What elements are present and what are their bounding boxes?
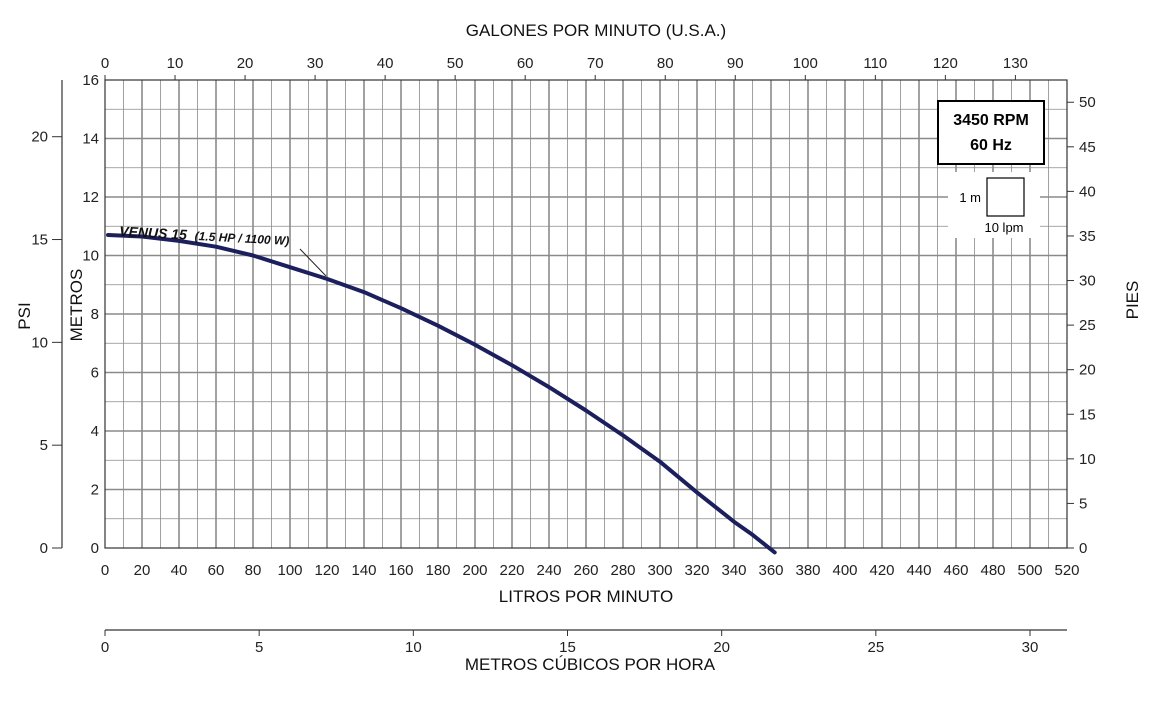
- grid: [105, 80, 1067, 548]
- tick-label-meters: 12: [82, 189, 99, 206]
- scale-width-label: 10 lpm: [984, 220, 1023, 235]
- tick-label-meters: 2: [91, 482, 99, 499]
- tick-label-gpm: 40: [377, 55, 394, 72]
- tick-label-m3h: 10: [405, 639, 422, 656]
- tick-label-gpm: 130: [1003, 55, 1028, 72]
- tick-label-gpm: 110: [863, 55, 887, 72]
- tick-label-lpm: 420: [869, 562, 894, 579]
- tick-label-lpm: 440: [906, 562, 931, 579]
- rpm-label: 3450 RPM: [953, 112, 1029, 129]
- tick-label-gpm: 60: [517, 55, 534, 72]
- tick-label-lpm: 60: [208, 562, 225, 579]
- tick-label-gpm: 80: [657, 55, 674, 72]
- tick-label-psi: 0: [40, 540, 48, 557]
- tick-label-meters: 10: [82, 248, 99, 265]
- tick-label-lpm: 480: [980, 562, 1005, 579]
- tick-label-lpm: 400: [832, 562, 857, 579]
- tick-label-feet: 50: [1079, 94, 1096, 111]
- feet-axis-title: PIES: [1123, 281, 1142, 320]
- tick-label-lpm: 460: [943, 562, 968, 579]
- tick-label-gpm: 120: [933, 55, 958, 72]
- tick-label-psi: 20: [31, 129, 48, 146]
- scale-key-square: [986, 177, 1025, 217]
- tick-label-lpm: 120: [314, 562, 339, 579]
- tick-label-feet: 40: [1079, 183, 1096, 200]
- tick-label-gpm: 70: [587, 55, 604, 72]
- tick-label-lpm: 180: [425, 562, 450, 579]
- tick-label-lpm: 100: [277, 562, 302, 579]
- tick-label-lpm: 300: [647, 562, 672, 579]
- tick-label-lpm: 320: [684, 562, 709, 579]
- tick-label-gpm: 10: [167, 55, 184, 72]
- tick-label-lpm: 160: [388, 562, 413, 579]
- tick-label-m3h: 5: [255, 639, 263, 656]
- plot-frame: [104, 79, 1068, 549]
- tick-label-lpm: 340: [721, 562, 746, 579]
- tick-label-psi: 5: [40, 437, 48, 454]
- tick-label-m3h: 15: [559, 639, 576, 656]
- tick-label-gpm: 0: [101, 55, 109, 72]
- series-detail: (1.5 HP / 1100 W): [194, 229, 289, 248]
- legend-box: 3450 RPM 60 Hz 1 m 10 lpm: [937, 100, 1045, 238]
- bottom-axis-title: LITROS POR MINUTO: [499, 587, 673, 606]
- tick-label-lpm: 200: [462, 562, 487, 579]
- tick-label-lpm: 280: [610, 562, 635, 579]
- tick-label-feet: 10: [1079, 451, 1096, 468]
- tick-label-meters: 16: [82, 72, 99, 89]
- tick-label-lpm: 140: [351, 562, 376, 579]
- tick-label-gpm: 100: [793, 55, 818, 72]
- tick-label-meters: 0: [91, 540, 99, 557]
- tick-label-m3h: 20: [713, 639, 730, 656]
- tick-label-feet: 5: [1079, 495, 1087, 512]
- tick-label-feet: 20: [1079, 362, 1096, 379]
- tick-label-m3h: 25: [867, 639, 884, 656]
- scale-height-label: 1 m: [959, 190, 981, 205]
- tick-label-meters: 14: [82, 131, 99, 148]
- series-label-leader: [299, 248, 327, 277]
- tick-label-lpm: 380: [795, 562, 820, 579]
- tick-label-feet: 15: [1079, 406, 1096, 423]
- tick-label-lpm: 240: [536, 562, 561, 579]
- psi-axis-title: PSI: [15, 302, 34, 329]
- tick-label-lpm: 0: [101, 562, 109, 579]
- tick-label-feet: 0: [1079, 540, 1087, 557]
- rpm-box: [937, 100, 1045, 165]
- tick-label-meters: 6: [91, 365, 99, 382]
- tick-label-lpm: 40: [171, 562, 188, 579]
- tick-label-psi: 10: [31, 334, 48, 351]
- tick-label-lpm: 220: [499, 562, 524, 579]
- tick-label-meters: 4: [91, 423, 99, 440]
- tick-label-feet: 35: [1079, 228, 1096, 245]
- tick-label-gpm: 20: [237, 55, 254, 72]
- tick-label-psi: 15: [31, 232, 48, 249]
- series-label-venus-15: VENUS 15 (1.5 HP / 1100 W): [119, 223, 290, 248]
- tick-label-lpm: 520: [1054, 562, 1079, 579]
- tick-label-feet: 45: [1079, 139, 1096, 156]
- tick-label-gpm: 30: [307, 55, 324, 72]
- tick-label-lpm: 20: [134, 562, 151, 579]
- tick-label-lpm: 500: [1017, 562, 1042, 579]
- tick-label-m3h: 0: [101, 639, 109, 656]
- tick-label-feet: 25: [1079, 317, 1096, 334]
- tick-label-m3h: 30: [1022, 639, 1039, 656]
- m3h-axis-title: METROS CÚBICOS POR HORA: [465, 655, 716, 674]
- tick-label-meters: 8: [91, 306, 99, 323]
- hz-label: 60 Hz: [970, 137, 1012, 154]
- meters-axis-title: METROS: [67, 269, 86, 342]
- series-name: VENUS 15: [119, 223, 188, 243]
- tick-labels: 0 20 40 60 80 100 120 140 160 180 200 220 240 260 280 3…: [31, 55, 1095, 656]
- tick-label-feet: 30: [1079, 273, 1096, 290]
- tick-label-lpm: 80: [245, 562, 262, 579]
- tick-label-gpm: 50: [447, 55, 464, 72]
- tick-label-lpm: 260: [573, 562, 598, 579]
- top-axis-title: GALONES POR MINUTO (U.S.A.): [466, 21, 726, 40]
- tick-label-gpm: 90: [727, 55, 744, 72]
- tick-label-lpm: 360: [758, 562, 783, 579]
- series-line-venus-15: [106, 233, 777, 555]
